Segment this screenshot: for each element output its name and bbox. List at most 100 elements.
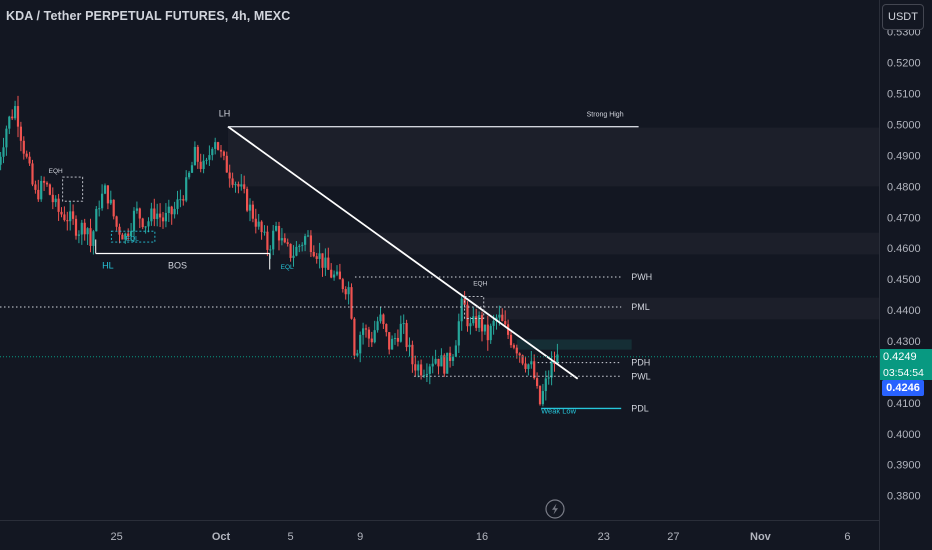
candle-body xyxy=(408,344,411,348)
candle-body xyxy=(153,208,156,219)
candle-body xyxy=(8,116,11,129)
candle-body xyxy=(312,251,315,257)
candle-body xyxy=(518,353,521,356)
candle-body xyxy=(420,364,423,376)
time-tick-label: 6 xyxy=(844,531,850,543)
candle-body xyxy=(2,147,5,157)
candle-body xyxy=(121,234,124,240)
candle-body xyxy=(11,116,14,119)
candle-body xyxy=(411,344,414,365)
candle-body xyxy=(196,146,199,162)
last-price-tag: 0.4249 xyxy=(880,349,932,366)
candle-body xyxy=(164,212,167,222)
eqh-box-2 xyxy=(464,296,485,319)
candle-body xyxy=(498,314,501,318)
candle-body xyxy=(457,321,460,346)
candle-body xyxy=(347,287,350,295)
candle-body xyxy=(74,218,78,236)
candle-body xyxy=(341,279,344,290)
candle-body xyxy=(417,364,420,371)
candle-body xyxy=(388,332,391,350)
candle-body xyxy=(92,231,95,246)
candle-body xyxy=(451,356,455,361)
candle-body xyxy=(277,225,281,241)
level-label-pdh: PDH xyxy=(631,358,650,368)
candle-body xyxy=(135,208,138,211)
level-label-pwh: PWH xyxy=(631,272,652,282)
candle-body xyxy=(147,221,150,227)
candle-body xyxy=(304,236,307,245)
candle-body xyxy=(364,328,368,330)
level-label-pml: PML xyxy=(631,302,650,312)
candle-body xyxy=(208,155,211,160)
candle-body xyxy=(225,155,228,173)
chart-title: KDA / Tether PERPETUAL FUTURES, 4h, MEXC xyxy=(6,9,291,23)
candle-body xyxy=(504,321,507,325)
candle-body xyxy=(193,146,196,166)
candle-body xyxy=(309,235,312,252)
candle-body xyxy=(492,320,495,326)
level-label-strong-high: Strong High xyxy=(587,112,624,119)
price-tick-label: 0.4700 xyxy=(887,212,921,224)
candle-body xyxy=(425,373,428,376)
candle-body xyxy=(330,269,333,278)
zone-0 xyxy=(227,127,879,187)
candle-body xyxy=(460,298,463,322)
candle-body xyxy=(527,364,530,369)
eqh-box-1 xyxy=(62,176,84,202)
candle-body xyxy=(159,213,162,218)
candle-body xyxy=(188,172,191,178)
candle-body xyxy=(31,163,34,185)
candle-body xyxy=(298,245,301,247)
candle-body xyxy=(112,199,115,217)
time-tick-label: 23 xyxy=(598,531,610,543)
candle-body xyxy=(550,361,553,378)
candle-body xyxy=(69,211,72,222)
candle-body xyxy=(356,353,359,356)
time-axis[interactable]: 25 Oct 5 9 16 23 27 Nov 6 xyxy=(110,531,850,543)
replay-icon[interactable] xyxy=(545,499,565,519)
candle-body xyxy=(211,148,214,156)
candle-body xyxy=(101,193,104,209)
zone-3 xyxy=(516,339,632,350)
candle-body xyxy=(214,142,217,149)
candle-body xyxy=(263,231,266,233)
candle-body xyxy=(292,255,295,258)
candle-body xyxy=(182,199,185,201)
currency-button[interactable]: USDT xyxy=(882,4,924,30)
candle-body xyxy=(132,210,136,232)
candle-body xyxy=(199,161,202,169)
candle-body xyxy=(428,366,431,374)
candle-body xyxy=(295,246,298,256)
candle-body xyxy=(359,334,362,354)
annotation-eqh: EQH xyxy=(49,168,63,175)
candle-body xyxy=(509,334,513,346)
candle-body xyxy=(115,216,118,227)
annotation-eqh: EQH xyxy=(473,281,487,288)
candle-body xyxy=(333,274,336,278)
time-tick-label: 5 xyxy=(288,531,294,543)
candle-body xyxy=(437,358,440,367)
candle-body xyxy=(217,142,220,150)
candle-body xyxy=(98,208,101,210)
candle-body xyxy=(373,330,376,343)
candle-body xyxy=(118,226,121,235)
candle-body xyxy=(280,238,283,241)
candle-body xyxy=(391,338,394,350)
price-tick-label: 0.5100 xyxy=(887,89,921,101)
candle-body xyxy=(405,323,408,348)
price-tick-label: 0.5200 xyxy=(887,58,921,70)
candle-body xyxy=(83,222,86,235)
candle-body xyxy=(382,314,385,325)
candle-body xyxy=(141,218,144,228)
candle-body xyxy=(248,204,252,211)
price-tick-label: 0.4400 xyxy=(887,305,921,317)
time-tick-label: Nov xyxy=(750,531,772,543)
candle-body xyxy=(489,325,492,341)
candle-body xyxy=(60,211,63,215)
candle-body xyxy=(327,257,330,270)
candle-body xyxy=(399,323,402,342)
annotation-lh: LH xyxy=(219,108,231,118)
candle-body xyxy=(446,352,449,374)
